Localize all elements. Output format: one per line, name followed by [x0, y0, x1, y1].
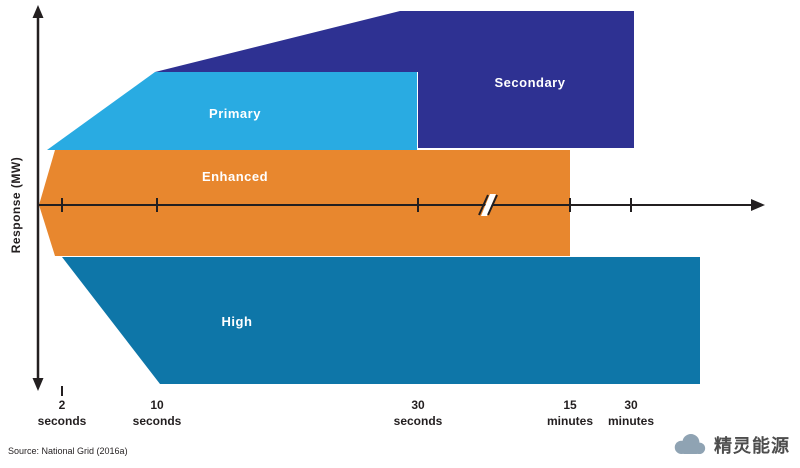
primary-band — [47, 72, 417, 150]
x-tick-value: 30 — [624, 398, 638, 412]
x-tick-value: 30 — [411, 398, 425, 412]
x-tick-unit: minutes — [547, 414, 593, 428]
x-tick-value: 10 — [150, 398, 164, 412]
x-tick-label-group-30m: 30 minutes — [608, 398, 654, 428]
x-axis-arrow-right-icon — [751, 199, 765, 211]
primary-band-label: Primary — [209, 106, 261, 121]
x-tick-label-group-10s: 10 seconds — [133, 398, 182, 428]
axis-break-gap — [481, 194, 496, 216]
axis-break-slash-2 — [487, 194, 498, 216]
y-axis-label: Response (MW) — [9, 157, 23, 254]
x-tick-unit: seconds — [394, 414, 443, 428]
secondary-band — [155, 11, 634, 148]
high-band — [62, 257, 700, 384]
x-tick-value: 2 — [59, 398, 66, 412]
enhanced-band-label: Enhanced — [202, 169, 268, 184]
x-tick-unit: minutes — [608, 414, 654, 428]
x-tick-label-group-15m: 15 minutes — [547, 398, 593, 428]
watermark-text: 精灵能源 — [714, 435, 790, 456]
cloud-logo-icon — [674, 434, 706, 454]
x-tick-label-group-30s: 30 seconds — [394, 398, 443, 428]
y-axis-arrow-down-icon — [32, 378, 44, 391]
secondary-band-label: Secondary — [495, 75, 566, 90]
enhanced-band — [39, 150, 570, 256]
y-axis-arrow-up-icon — [32, 5, 44, 18]
axis-break-slash-1 — [478, 194, 489, 216]
x-tick-unit: seconds — [133, 414, 182, 428]
x-tick-unit: seconds — [38, 414, 87, 428]
high-band-label: High — [222, 314, 253, 329]
source-note: Source: National Grid (2016a) — [8, 446, 128, 456]
watermark: 精灵能源 — [670, 431, 790, 458]
x-tick-value: 15 — [563, 398, 577, 412]
x-tick-label-group-2s: 2 seconds — [38, 398, 87, 428]
